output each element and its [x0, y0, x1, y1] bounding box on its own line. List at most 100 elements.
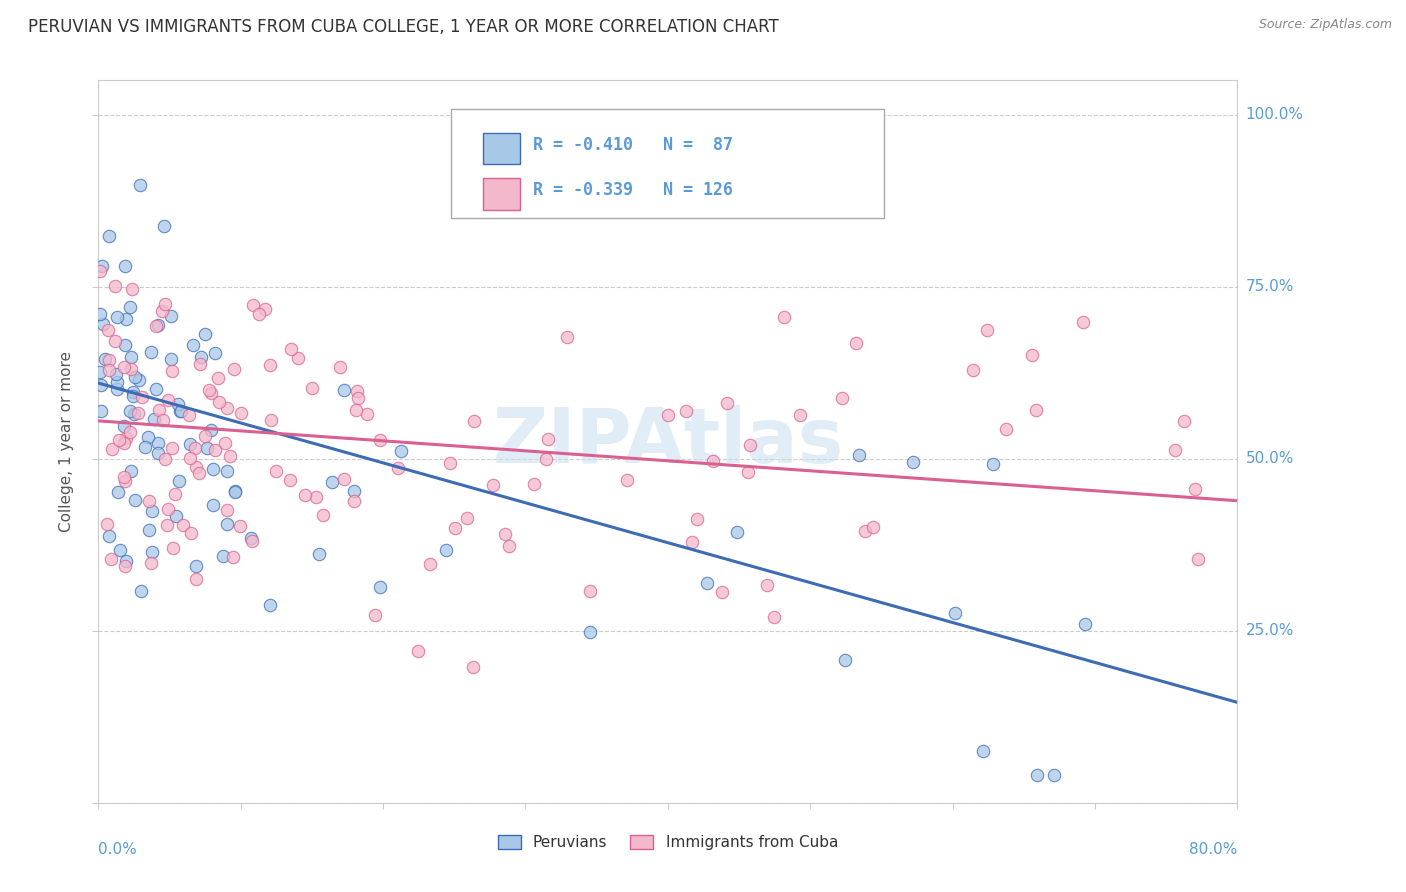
Point — [342, 493, 364, 508]
Point — [112, 469, 135, 483]
Point — [436, 543, 458, 558]
Point — [443, 521, 465, 535]
Point — [120, 362, 142, 376]
Point — [129, 583, 152, 598]
Point — [91, 259, 114, 273]
Point — [105, 310, 128, 324]
Point — [242, 297, 264, 311]
Point — [305, 491, 328, 505]
Point — [344, 402, 367, 417]
Point — [105, 375, 128, 389]
Point — [363, 608, 385, 623]
Point — [389, 444, 412, 458]
Point — [167, 474, 190, 488]
Point — [114, 559, 136, 574]
Point — [186, 559, 208, 574]
Point — [343, 483, 366, 498]
Point — [181, 338, 204, 352]
Point — [834, 653, 856, 667]
Point — [214, 436, 236, 450]
Point — [89, 264, 111, 278]
Point — [259, 358, 281, 372]
Point — [169, 404, 191, 418]
Point — [219, 449, 242, 463]
Text: 50.0%: 50.0% — [1246, 451, 1294, 467]
Point — [523, 477, 546, 491]
Point — [159, 309, 181, 323]
Point — [294, 488, 316, 502]
Legend: Peruvians, Immigrants from Cuba: Peruvians, Immigrants from Cuba — [492, 830, 844, 856]
Point — [152, 413, 174, 427]
Point — [127, 406, 149, 420]
Point — [146, 435, 169, 450]
Point — [368, 580, 391, 594]
Point — [153, 219, 176, 233]
Point — [104, 367, 127, 381]
Point — [329, 359, 352, 374]
Point — [1025, 768, 1047, 782]
Point — [254, 302, 277, 317]
Point — [139, 345, 162, 359]
Point — [498, 539, 520, 553]
Point — [333, 472, 356, 486]
Point — [972, 744, 994, 758]
Point — [831, 391, 853, 405]
Point — [165, 487, 187, 501]
Point — [200, 423, 222, 437]
Point — [202, 461, 225, 475]
Point — [184, 442, 207, 456]
Point — [170, 404, 193, 418]
Point — [853, 524, 876, 538]
Point — [247, 307, 270, 321]
Point — [773, 310, 796, 324]
Point — [702, 453, 724, 467]
Point — [1074, 616, 1097, 631]
Point — [155, 452, 177, 467]
Point — [112, 359, 135, 374]
Point — [945, 606, 967, 620]
Point — [90, 404, 112, 418]
Point — [120, 350, 142, 364]
Point — [179, 436, 201, 450]
Text: R = -0.339   N = 126: R = -0.339 N = 126 — [533, 181, 734, 199]
Point — [194, 327, 217, 342]
Point — [188, 358, 211, 372]
Point — [494, 527, 516, 541]
Point — [264, 464, 287, 478]
Text: 80.0%: 80.0% — [1189, 842, 1237, 856]
Point — [686, 512, 709, 526]
Point — [260, 412, 283, 426]
Point — [179, 408, 201, 422]
Point — [280, 342, 302, 356]
Point — [738, 438, 761, 452]
Point — [165, 509, 187, 524]
Point — [124, 493, 146, 508]
FancyBboxPatch shape — [451, 109, 884, 218]
Point — [463, 414, 485, 428]
Point — [675, 404, 697, 418]
Point — [1164, 443, 1187, 458]
Point — [145, 319, 167, 334]
Text: R = -0.410   N =  87: R = -0.410 N = 87 — [533, 136, 734, 153]
Point — [579, 624, 602, 639]
Point — [312, 508, 335, 522]
Point — [128, 373, 150, 387]
Point — [481, 477, 503, 491]
Point — [150, 304, 173, 318]
Point — [301, 381, 323, 395]
Point — [534, 451, 557, 466]
Point — [104, 334, 127, 349]
Point — [131, 391, 153, 405]
Point — [657, 408, 679, 422]
Point — [115, 311, 138, 326]
Point — [97, 529, 120, 543]
Point — [97, 322, 120, 336]
Point — [208, 395, 231, 409]
Point — [120, 464, 142, 478]
Point — [184, 572, 207, 586]
Point — [332, 383, 354, 397]
Point — [537, 432, 560, 446]
Point — [184, 460, 207, 475]
Point — [139, 556, 162, 570]
Point — [141, 504, 163, 518]
